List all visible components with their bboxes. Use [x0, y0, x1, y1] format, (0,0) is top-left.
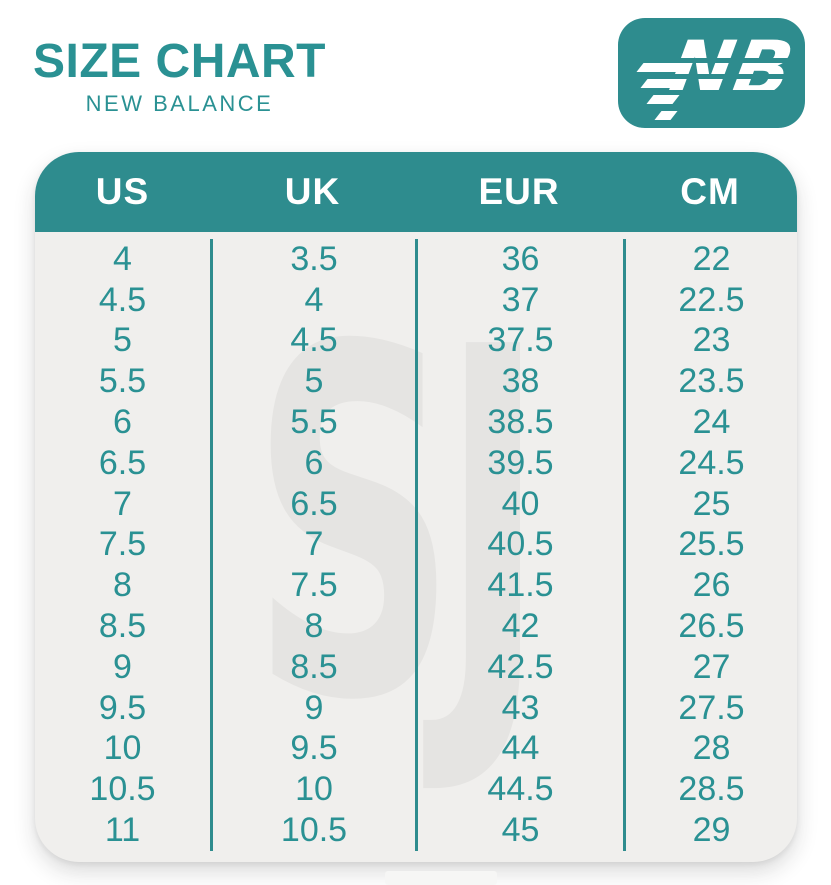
size-cell: 40 [501, 484, 540, 523]
size-cell: 42.5 [487, 647, 554, 686]
size-cell: 9.5 [98, 688, 147, 727]
size-cell: 5.5 [98, 362, 147, 401]
size-column-cm: 22 22.5 23 23.5 24 24.5 25 25.5 26 26.5 27 27.5 28 28… [623, 239, 797, 851]
size-cell: 11 [104, 811, 141, 850]
size-cell: 23.5 [678, 362, 745, 401]
size-cell: 9 [304, 688, 324, 727]
size-cell: 28 [692, 729, 731, 768]
size-cell: 42 [501, 607, 540, 646]
size-cell: 24.5 [678, 443, 745, 482]
size-cell: 22.5 [678, 280, 745, 319]
size-cell: 4 [304, 280, 324, 319]
size-cell: 22 [692, 239, 731, 278]
size-cell: 9.5 [290, 729, 338, 768]
table-body: SJ 4 4.5 5 5.5 6 6.5 7 7.5 8 8.5 9 9.5 10 10.5 11 3.5 4… [35, 232, 797, 862]
size-cell: 38.5 [487, 403, 554, 442]
size-cell: 41.5 [487, 566, 554, 605]
size-column-eur: 36 37 37.5 38 38.5 39.5 40 40.5 41.5 42 42.5 43 44 44… [415, 239, 623, 851]
size-cell: 40.5 [487, 525, 554, 564]
size-cell: 38 [501, 362, 540, 401]
size-cell: 37 [501, 280, 540, 319]
size-cell: 36 [501, 239, 540, 278]
size-cell: 26 [692, 566, 731, 605]
size-cell: 23 [692, 321, 731, 360]
size-cell: 7 [113, 484, 132, 523]
size-cell: 8 [304, 607, 324, 646]
page-header: SIZE CHART NEW BALANCE [33, 38, 326, 117]
size-cell: 44 [501, 729, 540, 768]
size-cell: 5.5 [290, 403, 338, 442]
column-header-us: US [95, 171, 150, 212]
size-cell: 7.5 [290, 566, 338, 605]
column-header-eur: EUR [478, 171, 560, 212]
size-cell: 6 [304, 443, 324, 482]
column-header-uk: UK [284, 171, 341, 212]
size-cell: 10.5 [280, 811, 348, 850]
size-cell: 9 [113, 647, 132, 686]
size-cell: 25 [692, 484, 731, 523]
nb-monogram-icon: NB [662, 24, 800, 113]
size-cell: 5 [113, 321, 132, 360]
size-cell: 25.5 [678, 525, 745, 564]
size-chart-card: US UK EUR CM SJ 4 4.5 5 5.5 6 6.5 7 7.5 8 8.5 9 9.5… [35, 152, 797, 862]
size-cell: 6 [113, 403, 132, 442]
size-cell: 8.5 [98, 607, 147, 646]
size-cell: 4 [113, 239, 132, 278]
size-cell: 24 [692, 403, 731, 442]
new-balance-logo: NB [618, 18, 805, 128]
page-title: SIZE CHART [33, 35, 326, 88]
size-cell: 10.5 [89, 770, 156, 809]
size-cell: 28.5 [678, 770, 745, 809]
size-cell: 27 [692, 647, 731, 686]
size-cell: 7 [304, 525, 324, 564]
size-cell: 39.5 [487, 443, 554, 482]
size-cell: 6.5 [290, 484, 338, 523]
size-cell: 8.5 [290, 647, 338, 686]
bottom-smudge-decor [385, 871, 497, 885]
size-cell: 3.5 [290, 239, 338, 278]
page-subtitle: NEW BALANCE [85, 91, 274, 116]
size-cell: 7.5 [98, 525, 147, 564]
size-cell: 43 [501, 688, 540, 727]
size-cell: 37.5 [487, 321, 554, 360]
size-cell: 4.5 [290, 321, 338, 360]
column-header-cm: CM [680, 171, 740, 212]
size-cell: 27.5 [678, 688, 745, 727]
table-header-row: US UK EUR CM [35, 152, 797, 232]
size-cell: 26.5 [678, 607, 745, 646]
size-cell: 45 [501, 811, 540, 850]
size-cell: 6.5 [98, 443, 147, 482]
size-cell: 4.5 [98, 280, 147, 319]
size-column-us: 4 4.5 5 5.5 6 6.5 7 7.5 8 8.5 9 9.5 10 10.5 11 [35, 239, 210, 851]
size-cell: 44.5 [487, 770, 554, 809]
size-cell: 5 [304, 362, 324, 401]
background-watermark: SJ [250, 247, 547, 806]
size-cell: 29 [692, 811, 731, 850]
size-cell: 10 [295, 770, 333, 809]
size-cell: 8 [113, 566, 132, 605]
size-cell: 10 [103, 729, 142, 768]
size-column-uk: 3.5 4 4.5 5 5.5 6 6.5 7 7.5 8 8.5 9 9.5 10 10.5 [210, 239, 415, 851]
